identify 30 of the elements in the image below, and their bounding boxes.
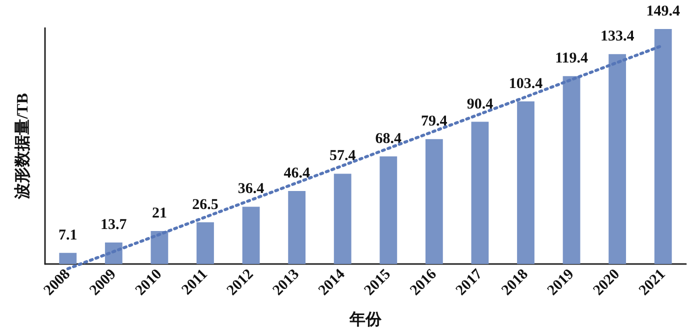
x-tick-label: 2011 (178, 266, 211, 298)
data-label: 149.4 (646, 3, 680, 20)
data-label: 79.4 (421, 114, 448, 130)
data-label: 13.7 (100, 216, 128, 233)
data-label: 57.4 (329, 148, 356, 164)
bar (380, 156, 398, 264)
x-axis-title: 年份 (348, 310, 382, 328)
bar (196, 222, 214, 264)
data-label: 26.5 (192, 196, 218, 213)
bar (517, 101, 534, 264)
bar (334, 174, 352, 264)
data-label: 68.4 (375, 130, 402, 147)
bar (471, 122, 489, 264)
bar (150, 230, 168, 264)
data-label: 36.4 (238, 181, 265, 198)
data-label: 119.4 (555, 50, 588, 67)
bar (59, 252, 77, 264)
bar (242, 206, 260, 264)
bar (654, 28, 672, 264)
y-axis-title: 波形数据量/TB (14, 92, 32, 200)
data-label: 46.4 (284, 165, 310, 182)
bar (608, 54, 626, 264)
data-label: 90.4 (466, 96, 494, 112)
bar (562, 76, 580, 264)
bar (288, 190, 306, 264)
data-label: 21 (152, 205, 167, 222)
data-label: 133.4 (600, 28, 635, 45)
data-label: 7.1 (58, 227, 78, 244)
bar (425, 139, 443, 264)
data-label: 103.4 (508, 76, 544, 92)
